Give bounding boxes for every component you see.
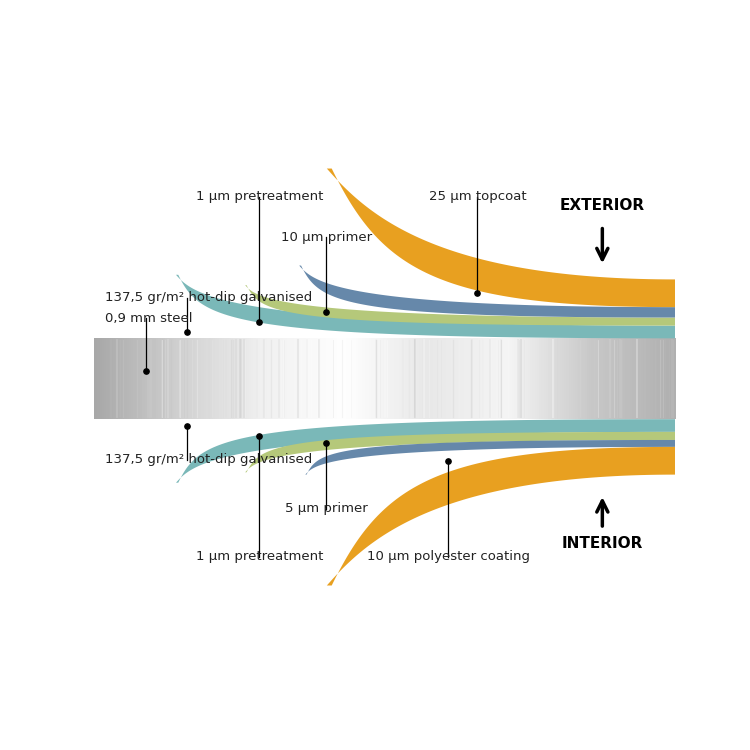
Polygon shape [299,266,675,317]
Text: 0,9 mm steel: 0,9 mm steel [105,311,193,325]
Text: 10 μm primer: 10 μm primer [280,231,372,244]
Text: 10 μm polyester coating: 10 μm polyester coating [367,550,530,563]
Polygon shape [176,419,675,483]
Polygon shape [305,440,675,475]
Polygon shape [176,274,675,338]
Polygon shape [245,285,675,326]
Text: 5 μm primer: 5 μm primer [285,503,368,515]
Text: 1 μm pretreatment: 1 μm pretreatment [196,550,323,563]
Polygon shape [245,432,675,472]
Text: 137,5 gr/m² hot-dip galvanised: 137,5 gr/m² hot-dip galvanised [105,292,313,304]
Text: INTERIOR: INTERIOR [562,536,643,550]
Text: 25 μm topcoat: 25 μm topcoat [428,190,526,203]
Text: 1 μm pretreatment: 1 μm pretreatment [196,190,323,203]
Text: 137,5 gr/m² hot-dip galvanised: 137,5 gr/m² hot-dip galvanised [105,453,313,466]
Polygon shape [327,447,675,586]
Text: EXTERIOR: EXTERIOR [560,198,645,213]
Polygon shape [327,169,675,308]
